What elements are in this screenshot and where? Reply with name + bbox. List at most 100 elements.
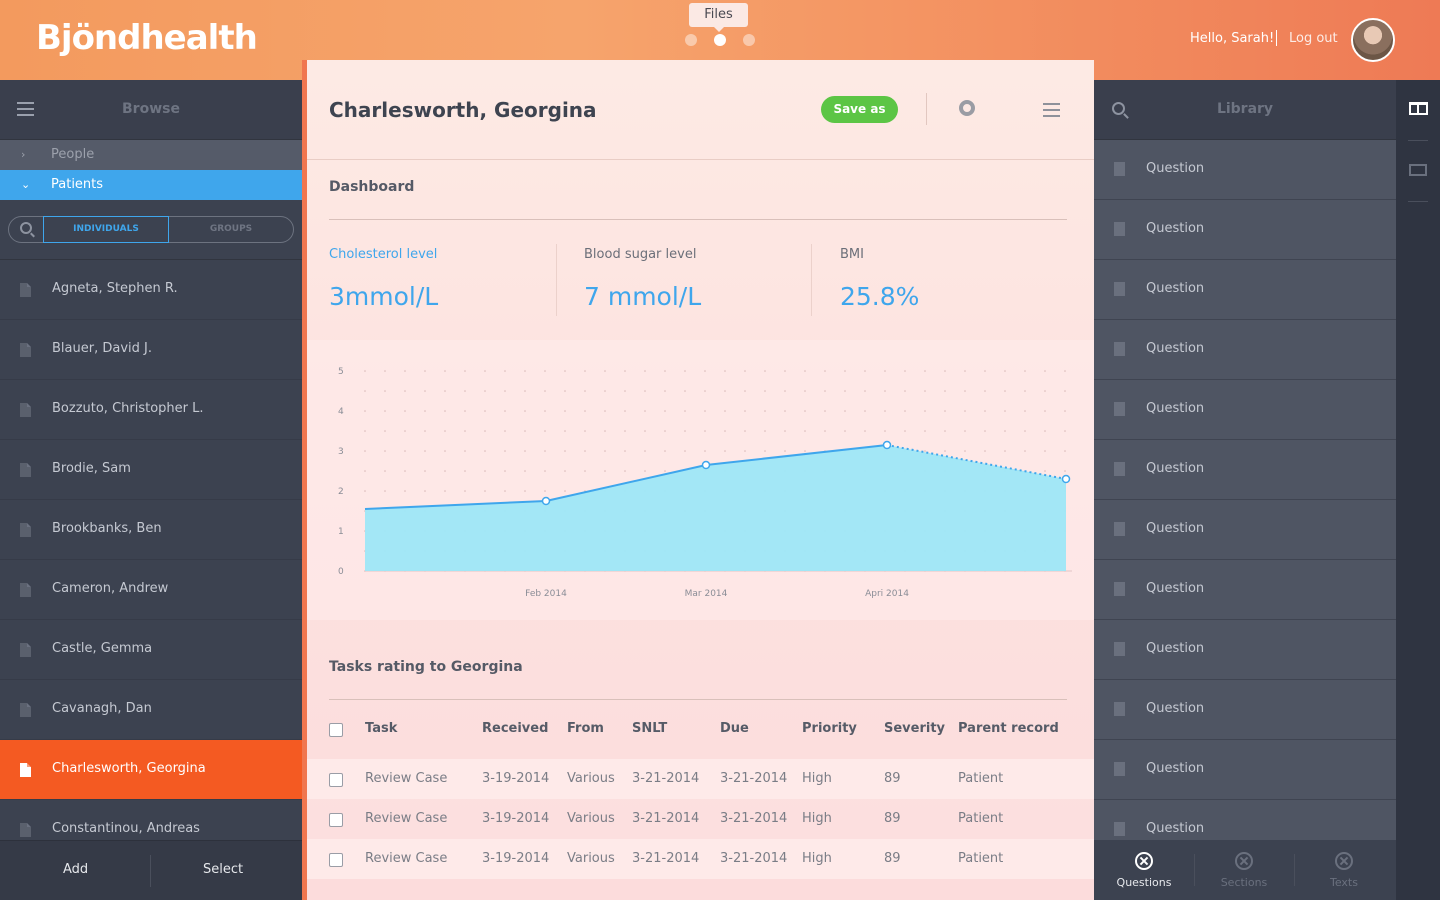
list-item-selected[interactable]: Charlesworth, Georgina [0,740,302,800]
tree-item-people[interactable]: › People [0,140,302,170]
logout-link[interactable]: Log out [1289,31,1338,46]
row-checkbox[interactable] [329,773,343,787]
brand-logo[interactable]: Bjöndhealth [36,18,258,58]
grid-dot [464,430,466,432]
user-avatar[interactable] [1351,18,1395,62]
grid-dot [744,450,746,452]
area-chart: 0 1 2 3 4 5 Feb 2014 Mar 2014 Apri 2014 [338,367,1072,599]
menu-icon[interactable] [1043,103,1060,121]
list-item[interactable]: Question [1094,620,1396,680]
series-line-segment [364,500,547,510]
grid-dot [904,430,906,432]
grid-dot [444,450,446,452]
cholesterol-label[interactable]: Cholesterol level [329,247,438,262]
list-item[interactable]: Agneta, Stephen R. [0,260,302,320]
list-item[interactable]: Question [1094,500,1396,560]
list-item[interactable]: Cavanagh, Dan [0,680,302,740]
patient-name: Cameron, Andrew [52,581,169,596]
grid-dot [964,390,966,392]
individuals-tab[interactable]: INDIVIDUALS [43,216,169,243]
list-item[interactable]: Brookbanks, Ben [0,500,302,560]
rail-divider [1408,140,1428,141]
add-button[interactable]: Add [63,862,89,877]
row-checkbox[interactable] [329,853,343,867]
book-icon[interactable] [1409,102,1428,115]
grid-dot [704,430,706,432]
column-header-from[interactable]: From [567,721,604,736]
question-label: Question [1146,221,1205,236]
list-item[interactable]: Question [1094,680,1396,740]
hamburger-menu-icon[interactable] [17,102,34,116]
save-as-button[interactable]: Save as [821,96,898,123]
row-checkbox[interactable] [329,813,343,827]
page-dot-2[interactable] [714,34,726,46]
document-icon [1114,642,1125,656]
table-row[interactable] [307,759,1094,799]
cell-received: 3-19-2014 [482,851,550,866]
grid-dot [624,470,626,472]
table-row[interactable] [307,839,1094,879]
column-header-severity[interactable]: Severity [884,721,946,736]
bmi-label[interactable]: BMI [840,247,864,262]
document-icon [20,823,31,837]
list-item[interactable]: Question [1094,800,1396,840]
grid-dot [704,390,706,392]
document-icon [20,343,31,357]
x-tick-label: Mar 2014 [685,589,728,599]
metric-divider [811,244,812,316]
select-all-checkbox[interactable] [329,723,343,737]
grid-dot [544,390,546,392]
mail-icon[interactable] [1409,164,1427,176]
search-icon[interactable] [20,222,32,234]
column-header-snlt[interactable]: SNLT [632,721,668,736]
list-item[interactable]: Question [1094,200,1396,260]
gear-icon[interactable] [959,100,975,116]
select-button[interactable]: Select [203,862,244,877]
list-item[interactable]: Blauer, David J. [0,320,302,380]
list-item[interactable]: Bozzuto, Christopher L. [0,380,302,440]
grid-dot [1004,450,1006,452]
cell-task: Review Case [365,851,448,866]
column-header-priority[interactable]: Priority [802,721,857,736]
tree-item-patients[interactable]: ⌄ Patients [0,170,302,200]
list-item[interactable]: Question [1094,320,1396,380]
cell-priority: High [802,771,832,786]
grid-dot [664,390,666,392]
list-item[interactable]: Question [1094,260,1396,320]
groups-tab[interactable]: GROUPS [209,224,253,234]
list-item[interactable]: Question [1094,380,1396,440]
table-row[interactable] [307,799,1094,839]
grid-dot [364,410,366,412]
document-icon [1114,462,1125,476]
grid-dot [884,390,886,392]
column-header-parent-record[interactable]: Parent record [958,721,1059,736]
grid-dot [624,410,626,412]
search-icon[interactable] [1112,102,1125,115]
page-dot-3[interactable] [743,34,755,46]
list-item[interactable]: Question [1094,560,1396,620]
grid-dot [864,390,866,392]
list-item[interactable]: Question [1094,440,1396,500]
tab-sections[interactable]: Sections [1194,840,1294,900]
list-item[interactable]: Question [1094,740,1396,800]
list-item[interactable]: Cameron, Andrew [0,560,302,620]
library-title: Library [1216,101,1274,117]
grid-dot [644,470,646,472]
grid-dot [524,390,526,392]
grid-dot [664,470,666,472]
column-header-due[interactable]: Due [720,721,749,736]
list-item[interactable]: Question [1094,140,1396,200]
column-header-task[interactable]: Task [365,721,398,736]
page-dot-1[interactable] [685,34,697,46]
tab-texts[interactable]: Texts [1294,840,1394,900]
list-item[interactable]: Castle, Gemma [0,620,302,680]
series-line-segment [705,444,888,466]
list-item[interactable]: Constantinou, Andreas [0,800,302,840]
tab-questions[interactable]: Questions [1094,840,1194,900]
column-header-received[interactable]: Received [482,721,549,736]
page-title: Charlesworth, Georgina [329,98,597,122]
list-item[interactable]: Brodie, Sam [0,440,302,500]
grid-dot [1024,450,1026,452]
close-circle-icon [1235,852,1253,870]
blood-sugar-label[interactable]: Blood sugar level [584,247,697,262]
